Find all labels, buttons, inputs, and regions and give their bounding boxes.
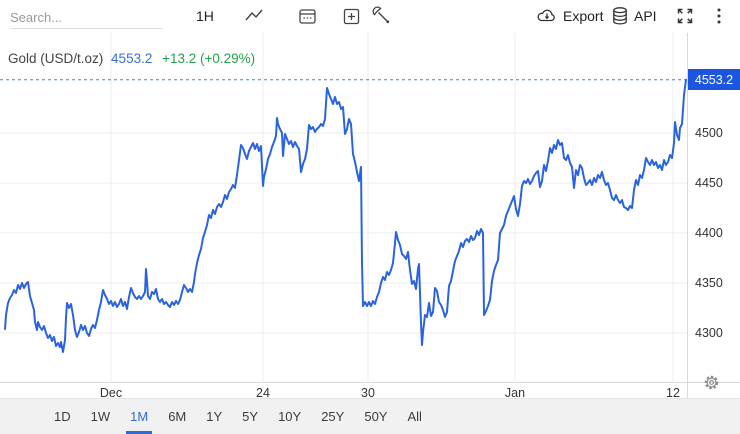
x-axis-label: Jan (504, 386, 526, 400)
fullscreen-icon[interactable] (676, 6, 694, 26)
export-button[interactable]: Export (536, 6, 603, 26)
timeframe-10y[interactable]: 10Y (278, 409, 302, 424)
compare-add-icon[interactable] (342, 6, 361, 26)
legend-price: 4553.2 (111, 51, 153, 66)
export-label: Export (563, 8, 604, 24)
current-price-badge: 4553.2 (688, 69, 740, 90)
chart-type-icon[interactable] (244, 6, 264, 26)
interval-selector[interactable]: 1H (196, 6, 214, 26)
timeframe-25y[interactable]: 25Y (321, 409, 345, 424)
more-menu-icon[interactable] (712, 6, 726, 26)
price-line (4, 78, 687, 353)
timeframe-50y[interactable]: 50Y (364, 409, 388, 424)
y-axis-label: 4450 (695, 176, 723, 190)
plot-area[interactable] (0, 33, 740, 383)
x-axis-label: 12 (666, 386, 680, 400)
y-axis-label: 4500 (695, 126, 723, 140)
instrument-title: Gold (USD/t.oz) (8, 51, 104, 66)
settings-gear-icon[interactable] (703, 374, 720, 396)
calendar-icon[interactable] (298, 6, 317, 26)
y-axis-label: 4400 (695, 226, 723, 240)
timeframe-1y[interactable]: 1Y (206, 409, 223, 424)
x-axis-label: 30 (361, 386, 375, 400)
api-label: API (634, 8, 657, 24)
y-axis-line (687, 33, 688, 398)
interval-label: 1H (196, 8, 214, 24)
timeframe-1d[interactable]: 1D (54, 409, 71, 424)
api-database-icon (611, 6, 629, 26)
legend-change: +13.2 (+0.29%) (162, 51, 256, 66)
timeframe-6m[interactable]: 6M (168, 409, 187, 424)
search-input[interactable] (10, 7, 162, 29)
api-button[interactable]: API (611, 6, 657, 26)
legend: Gold (USD/t.oz) 4553.2 +13.2 (+0.29%) (8, 51, 255, 66)
timeframe-bar: 1D 1W 1M 6M 1Y 5Y 10Y 25Y 50Y All (0, 398, 740, 434)
tools-wrench-icon[interactable] (372, 6, 392, 26)
timeframe-5y[interactable]: 5Y (242, 409, 259, 424)
timeframe-all[interactable]: All (407, 409, 422, 424)
x-axis-label: 24 (256, 386, 270, 400)
export-cloud-icon (536, 6, 558, 26)
timeframe-1w[interactable]: 1W (90, 409, 111, 424)
y-axis-label: 4350 (695, 276, 723, 290)
toolbar: 1H (0, 0, 740, 33)
y-axis-label: 4300 (695, 326, 723, 340)
x-axis-label: Dec (99, 386, 123, 400)
timeframe-1m[interactable]: 1M (126, 399, 153, 434)
